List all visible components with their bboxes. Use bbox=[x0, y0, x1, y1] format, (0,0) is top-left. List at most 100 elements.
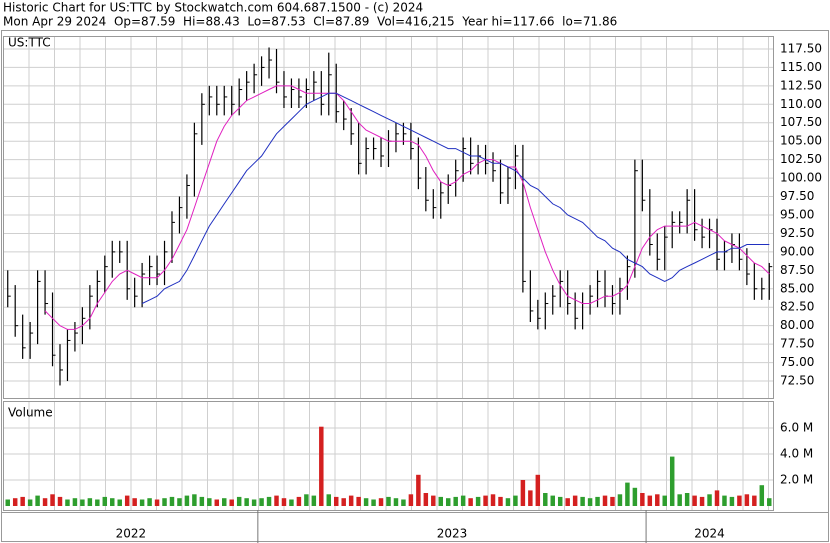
volume-bar bbox=[251, 499, 257, 506]
volume-bar bbox=[139, 499, 145, 506]
volume-bar bbox=[348, 495, 354, 506]
volume-bar bbox=[80, 499, 85, 506]
y-tick-label: 92.50 bbox=[780, 226, 814, 240]
volume-bar bbox=[102, 496, 108, 506]
x-tick-label: 2023 bbox=[437, 527, 468, 541]
volume-bar bbox=[445, 498, 451, 506]
volume-bar bbox=[707, 494, 712, 506]
volume-bar bbox=[281, 498, 287, 506]
panel-label: Volume bbox=[8, 406, 53, 420]
volume-bar bbox=[169, 496, 175, 506]
volume-bar bbox=[438, 496, 444, 506]
volume-bar bbox=[341, 498, 346, 506]
y-tick-label: 4.0 M bbox=[780, 447, 813, 461]
y-tick-label: 105.00 bbox=[780, 134, 822, 148]
volume-bar bbox=[35, 495, 40, 506]
y-tick-label: 2.0 M bbox=[780, 473, 813, 487]
volume-bar bbox=[684, 493, 690, 506]
volume-bar bbox=[565, 498, 570, 506]
y-tick-label: 97.50 bbox=[780, 189, 814, 203]
volume-bar bbox=[677, 494, 682, 506]
volume-bar bbox=[572, 495, 578, 506]
volume-bar bbox=[154, 499, 160, 506]
x-tick-label: 2024 bbox=[694, 527, 725, 541]
volume-bar bbox=[236, 496, 242, 506]
y-tick-label: 75.00 bbox=[780, 355, 814, 369]
volume-bar bbox=[386, 496, 391, 506]
volume-bar bbox=[311, 495, 317, 506]
volume-bar bbox=[319, 426, 324, 506]
volume-bar bbox=[692, 495, 697, 506]
volume-bar bbox=[124, 495, 130, 506]
y-tick-label: 85.00 bbox=[780, 281, 814, 295]
moving-average bbox=[44, 85, 770, 330]
volume-bar bbox=[326, 494, 332, 506]
frame bbox=[1, 30, 829, 542]
volume-bar bbox=[460, 495, 466, 506]
volume-bar bbox=[363, 498, 369, 506]
y-tick-label: 77.50 bbox=[780, 337, 814, 351]
volume-bar bbox=[759, 485, 765, 506]
y-tick-label: 117.50 bbox=[780, 41, 822, 55]
y-tick-label: 72.50 bbox=[780, 374, 814, 388]
volume-bar bbox=[229, 499, 234, 506]
volume-bar bbox=[767, 498, 772, 506]
volume-bar bbox=[662, 495, 667, 506]
volume-bar bbox=[632, 487, 638, 506]
volume-bar bbox=[744, 494, 750, 506]
volume-bar bbox=[192, 494, 197, 506]
volume-bar bbox=[401, 499, 406, 506]
volume-bar bbox=[289, 499, 294, 506]
y-tick-label: 90.00 bbox=[780, 244, 814, 258]
volume-bar bbox=[505, 498, 511, 506]
price-panel bbox=[3, 36, 774, 399]
volume-bar bbox=[371, 499, 376, 506]
x-tick-label: 2022 bbox=[116, 527, 147, 541]
volume-bar bbox=[423, 493, 429, 506]
volume-bar bbox=[57, 496, 63, 506]
volume-bar bbox=[42, 498, 48, 506]
volume-bar bbox=[65, 499, 70, 506]
volume-bar bbox=[714, 490, 720, 506]
volume-bar bbox=[617, 494, 623, 506]
volume-bar bbox=[655, 494, 660, 506]
volume-bar bbox=[20, 496, 25, 506]
volume-bar bbox=[580, 496, 585, 506]
volume-bar bbox=[408, 494, 414, 506]
volume-bar bbox=[535, 474, 541, 506]
moving-average bbox=[141, 92, 770, 304]
volume-bar bbox=[12, 498, 18, 506]
volume-bar bbox=[640, 493, 645, 506]
volume-bar bbox=[274, 495, 279, 506]
volume-bar bbox=[699, 496, 705, 506]
volume-bar bbox=[416, 474, 421, 506]
volume-bar bbox=[737, 495, 742, 506]
volume-bar bbox=[393, 498, 399, 506]
volume-bar bbox=[520, 480, 526, 506]
volume-bar bbox=[95, 499, 100, 506]
volume-bar bbox=[752, 495, 757, 506]
volume-panel bbox=[3, 401, 774, 511]
volume-bar bbox=[259, 498, 264, 506]
volume-bar bbox=[27, 499, 33, 506]
volume-bar bbox=[490, 494, 496, 506]
volume-bar bbox=[587, 498, 593, 506]
y-tick-label: 95.00 bbox=[780, 207, 814, 221]
y-tick-label: 112.50 bbox=[780, 78, 822, 92]
volume-bar bbox=[610, 496, 615, 506]
y-tick-label: 115.00 bbox=[780, 60, 822, 74]
volume-bar bbox=[647, 495, 653, 506]
volume-bar bbox=[557, 496, 563, 506]
volume-bar bbox=[333, 496, 339, 506]
volume-bar bbox=[453, 496, 458, 506]
header-line: Historic Chart for US:TTC by Stockwatch.… bbox=[3, 1, 423, 15]
y-tick-label: 110.00 bbox=[780, 97, 822, 111]
volume-bar bbox=[5, 499, 10, 506]
volume-bar bbox=[602, 495, 608, 506]
volume-bar bbox=[595, 496, 600, 506]
volume-bar bbox=[483, 495, 488, 506]
volume-bar bbox=[87, 498, 93, 506]
y-tick-label: 80.00 bbox=[780, 318, 814, 332]
volume-bar bbox=[214, 499, 220, 506]
